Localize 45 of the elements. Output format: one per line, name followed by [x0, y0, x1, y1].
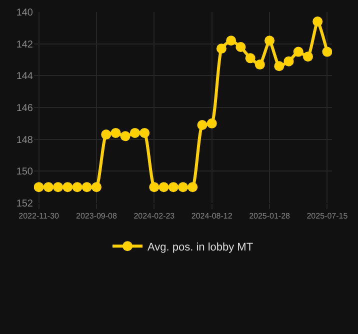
point — [120, 131, 130, 142]
point — [226, 36, 236, 46]
y-tick-label: 146 — [16, 103, 34, 114]
point — [188, 182, 198, 192]
point — [62, 182, 73, 192]
point — [245, 53, 256, 64]
point — [264, 36, 275, 46]
x-tick-label: 2025-07-15 — [306, 212, 348, 221]
point — [101, 130, 112, 140]
point — [254, 60, 265, 70]
x-tick-label: 2025-01-28 — [249, 212, 291, 221]
point — [140, 128, 150, 138]
point — [312, 16, 323, 27]
point — [91, 182, 102, 192]
point — [43, 182, 54, 192]
point — [216, 44, 226, 54]
y-tick-label: 150 — [16, 166, 34, 178]
point — [110, 128, 121, 138]
y-tick-label: 142 — [16, 39, 34, 50]
x-tick-label: 2022-11-30 — [18, 212, 60, 221]
x-tick-label: 2024-02-23 — [134, 212, 176, 221]
point — [206, 118, 217, 128]
x-tick-label: 2023-09-08 — [76, 212, 118, 221]
point — [130, 128, 140, 138]
point — [178, 182, 188, 192]
point — [293, 46, 304, 57]
y-tick-label: 148 — [16, 134, 34, 146]
point — [149, 182, 160, 192]
point — [274, 61, 284, 72]
point — [82, 182, 92, 192]
y-tick-label: 144 — [16, 71, 34, 82]
y-tick-label: 152 — [16, 198, 34, 210]
legend-label: Avg. pos. in lobby MT — [148, 241, 254, 254]
point — [322, 46, 332, 57]
x-tick-label: 2024-08-12 — [191, 212, 233, 221]
point — [236, 42, 246, 52]
point — [197, 120, 208, 130]
point — [34, 182, 44, 192]
y-tick-label: 140 — [16, 8, 34, 18]
point — [168, 182, 178, 192]
point — [53, 182, 64, 192]
point — [302, 52, 313, 62]
point — [72, 182, 82, 192]
point — [158, 182, 169, 192]
point — [284, 56, 294, 66]
